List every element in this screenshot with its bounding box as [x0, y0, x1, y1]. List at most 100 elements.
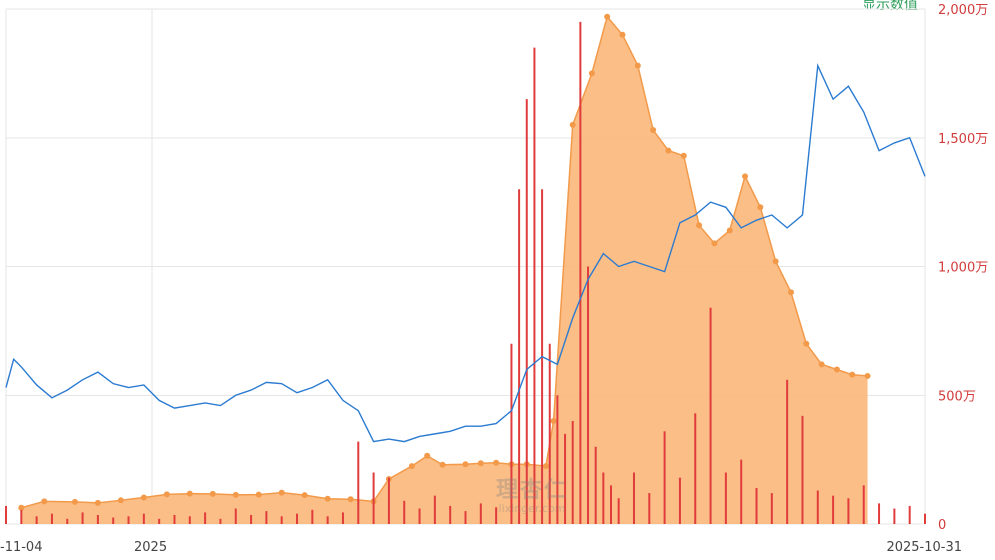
bar-8	[127, 516, 130, 524]
bar-36	[533, 47, 536, 524]
bar-23	[357, 441, 360, 524]
y-tick-label-3: 1,500万	[938, 132, 988, 147]
area-point-40	[772, 258, 779, 265]
y-tick-label-0: 0	[938, 518, 946, 533]
bar-1	[20, 509, 23, 524]
bar-59	[801, 415, 804, 524]
bar-53	[709, 307, 712, 524]
bar-4	[66, 518, 69, 524]
bar-29	[449, 505, 452, 524]
area-point-33	[665, 147, 672, 154]
bar-19	[296, 513, 299, 524]
bar-25	[387, 477, 390, 524]
bar-26	[403, 500, 406, 524]
bar-52	[694, 413, 697, 524]
area-point-31	[634, 62, 641, 69]
bar-35	[525, 99, 528, 524]
bar-56	[755, 487, 758, 524]
area-point-6	[163, 491, 170, 498]
y-tick-label-1: 500万	[938, 389, 976, 404]
area-point-3	[94, 499, 101, 506]
bar-65	[893, 508, 896, 524]
area-point-13	[324, 495, 331, 502]
area-fill	[21, 16, 868, 524]
y-tick-label-4: 2,000万	[938, 3, 988, 18]
bar-24	[372, 472, 375, 524]
area-point-39	[757, 204, 764, 211]
bar-57	[770, 493, 773, 524]
x-tick-label-0: -11-04	[0, 540, 42, 555]
area-point-25	[542, 463, 549, 470]
area-point-7	[186, 490, 193, 497]
bar-32	[495, 507, 498, 524]
bar-28	[433, 495, 436, 524]
area-point-20	[462, 461, 469, 468]
watermark-site: lixinger.com	[498, 502, 566, 515]
area-point-2	[71, 498, 78, 505]
y-tick-label-2: 1,000万	[938, 261, 988, 276]
area-point-8	[209, 490, 216, 497]
bar-series	[5, 21, 926, 524]
bar-9	[142, 513, 145, 524]
area-point-30	[619, 31, 626, 38]
area-point-46	[864, 372, 871, 379]
bar-30	[464, 511, 467, 524]
bar-55	[740, 459, 743, 524]
bar-64	[878, 503, 881, 524]
bar-16	[250, 514, 253, 524]
bar-46	[610, 485, 613, 524]
bar-13	[204, 512, 207, 524]
bar-43	[587, 266, 590, 524]
area-point-36	[711, 240, 718, 247]
area-point-0	[18, 504, 25, 511]
x-tick-label-2: 2025-10-31	[886, 540, 962, 555]
area-point-38	[742, 173, 749, 180]
area-point-1	[41, 498, 48, 505]
bar-60	[816, 490, 819, 524]
area-point-29	[604, 13, 611, 20]
area-point-10	[255, 491, 262, 498]
bar-50	[663, 431, 666, 524]
bar-44	[594, 446, 597, 524]
bar-14	[219, 518, 222, 524]
bar-21	[326, 516, 329, 524]
bar-51	[678, 477, 681, 524]
bar-45	[602, 472, 605, 524]
line-series	[5, 63, 926, 443]
area-point-17	[408, 463, 415, 470]
area-point-26	[550, 418, 557, 424]
bar-5	[81, 512, 84, 524]
bar-18	[280, 516, 283, 524]
bar-39	[556, 395, 559, 524]
bar-63	[862, 485, 865, 524]
area-point-41	[787, 289, 794, 296]
area-point-14	[347, 496, 354, 503]
area-point-28	[588, 70, 595, 77]
area-point-35	[696, 222, 703, 229]
area-point-11	[278, 489, 285, 496]
area-point-22	[493, 459, 500, 466]
bar-42	[579, 21, 582, 524]
bar-38	[548, 343, 551, 524]
area-point-18	[424, 452, 431, 459]
bar-6	[96, 514, 99, 524]
bar-47	[617, 498, 620, 524]
bar-0	[5, 505, 7, 524]
area-point-32	[650, 127, 657, 134]
area-point-21	[477, 460, 484, 467]
bar-40	[564, 433, 567, 524]
area-point-4	[117, 497, 124, 504]
area-point-5	[140, 494, 147, 501]
area-point-43	[818, 361, 825, 368]
area-point-34	[680, 152, 687, 159]
bar-20	[311, 509, 314, 524]
area-point-45	[849, 371, 856, 378]
bar-67	[924, 513, 926, 524]
area-point-19	[439, 461, 446, 468]
bar-41	[571, 421, 574, 524]
bar-49	[648, 493, 651, 524]
bar-7	[112, 517, 115, 524]
area-series	[18, 13, 871, 524]
bar-10	[158, 518, 161, 524]
